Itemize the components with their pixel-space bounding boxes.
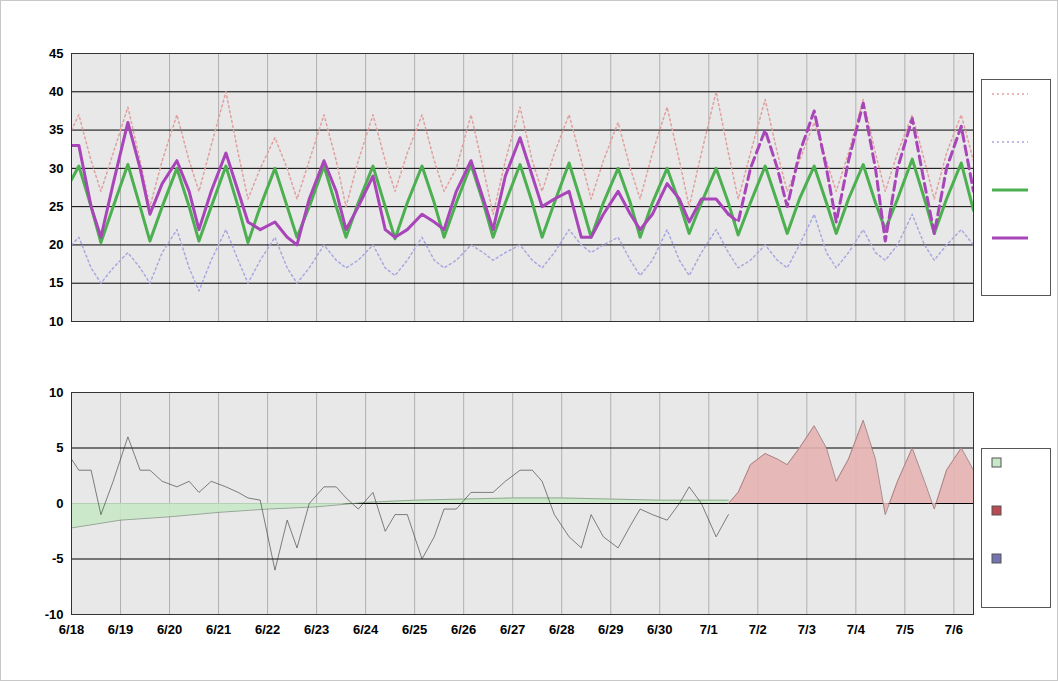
- svg-text:-5: -5: [52, 551, 64, 566]
- svg-text:30: 30: [49, 161, 63, 176]
- svg-text:35: 35: [49, 122, 63, 137]
- svg-text:10: 10: [49, 385, 63, 400]
- svg-text:6/19: 6/19: [108, 622, 133, 637]
- svg-text:40: 40: [49, 84, 63, 99]
- svg-text:7/5: 7/5: [896, 622, 914, 637]
- svg-text:7/4: 7/4: [847, 622, 866, 637]
- svg-text:20: 20: [49, 237, 63, 252]
- svg-text:6/20: 6/20: [157, 622, 182, 637]
- svg-text:6/27: 6/27: [500, 622, 525, 637]
- svg-text:6/18: 6/18: [59, 622, 84, 637]
- svg-text:7/6: 7/6: [945, 622, 963, 637]
- svg-text:45: 45: [49, 46, 63, 61]
- svg-text:7/3: 7/3: [798, 622, 816, 637]
- svg-text:0: 0: [56, 496, 63, 511]
- svg-text:6/22: 6/22: [255, 622, 280, 637]
- svg-text:7/1: 7/1: [700, 622, 718, 637]
- svg-text:6/30: 6/30: [647, 622, 672, 637]
- svg-text:6/23: 6/23: [304, 622, 329, 637]
- svg-text:6/21: 6/21: [206, 622, 231, 637]
- svg-text:6/28: 6/28: [549, 622, 574, 637]
- svg-text:25: 25: [49, 199, 63, 214]
- svg-text:6/24: 6/24: [353, 622, 379, 637]
- svg-text:6/25: 6/25: [402, 622, 427, 637]
- svg-text:15: 15: [49, 275, 63, 290]
- svg-text:7/2: 7/2: [749, 622, 767, 637]
- svg-text:-10: -10: [45, 607, 64, 622]
- svg-text:6/29: 6/29: [598, 622, 623, 637]
- svg-text:5: 5: [56, 440, 63, 455]
- svg-text:10: 10: [49, 314, 63, 329]
- svg-text:6/26: 6/26: [451, 622, 476, 637]
